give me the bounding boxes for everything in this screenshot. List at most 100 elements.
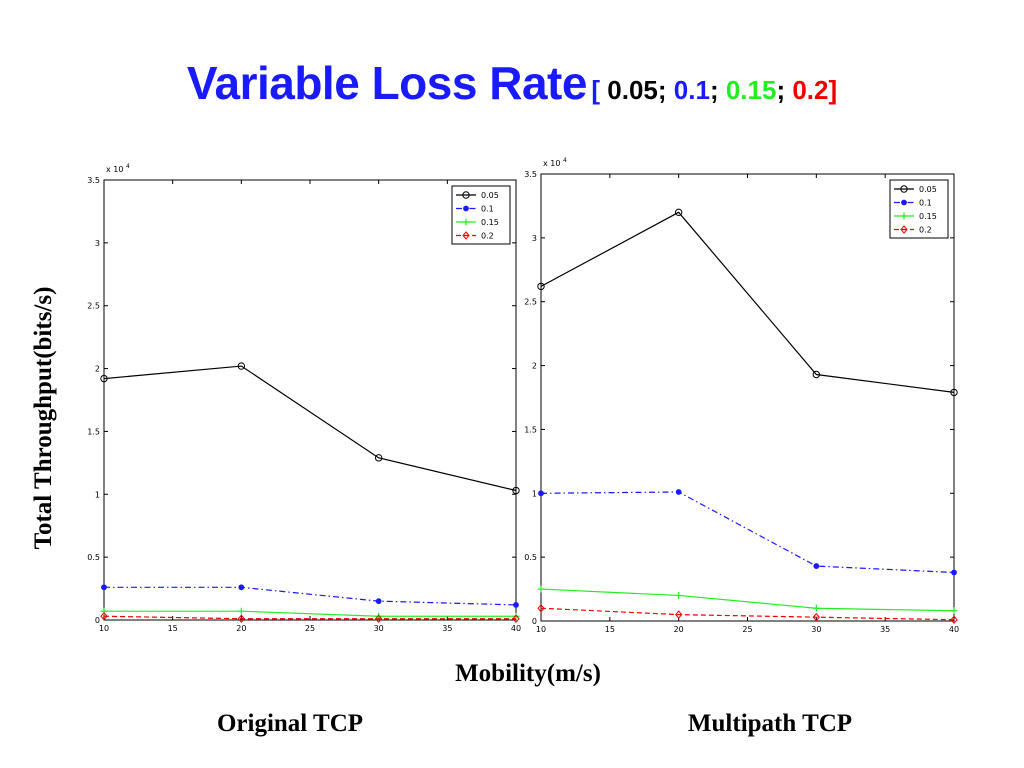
- y-tick-label: 2.5: [87, 302, 100, 311]
- y-axis-label: Total Throughput(bits/s): [30, 286, 57, 550]
- legend-label: 0.2: [481, 232, 494, 241]
- data-point-0-1: [538, 490, 544, 497]
- legend-label: 0.2: [919, 226, 932, 235]
- x-tick-label: 15: [168, 624, 178, 633]
- chart-multipath-tcp: 0 0.5 1 1.5 2 2.5 3 3.5 10 15 20 25 30 35 40 x 10 4 0.05 0…: [524, 157, 959, 634]
- legend-marker-0-1: [901, 199, 907, 206]
- data-point-0-1: [513, 602, 519, 608]
- legend-marker-0-2: [900, 225, 908, 234]
- data-point-0-1: [675, 489, 682, 495]
- x-tick-label: 20: [674, 625, 684, 634]
- data-point-0-15: [812, 604, 820, 612]
- title-value-01: 0.1: [673, 75, 710, 105]
- series-line-0-15: [540, 588, 955, 612]
- x-tick-label: 35: [442, 624, 452, 633]
- data-point-0-1: [951, 569, 957, 576]
- data-point-0-1: [101, 584, 107, 591]
- legend-marker-0-05: [900, 185, 908, 193]
- y-tick-label: 0.5: [87, 553, 100, 562]
- legend-label: 0.05: [919, 185, 937, 194]
- x-tick-label: 40: [949, 625, 959, 634]
- legend-box: [451, 185, 511, 245]
- data-point-0-05: [950, 388, 958, 397]
- y-tick-label: 1: [532, 489, 537, 498]
- y-tick-label: 2: [95, 365, 100, 374]
- series-line-0-1: [104, 586, 517, 606]
- legend-marker-0-15: [462, 218, 470, 226]
- x-tick-label: 40: [511, 624, 521, 633]
- y-tick-label: 1.5: [87, 427, 100, 436]
- series-line-0-2: [103, 615, 516, 620]
- caption-multipath-tcp: Multipath TCP: [687, 710, 853, 737]
- title-loss-values: [ 0.05; 0.1; 0.15; 0.2]: [591, 75, 837, 105]
- title-separator: ;: [709, 75, 726, 105]
- x-tick-label: 25: [742, 625, 752, 634]
- title-bracket-close: ]: [828, 75, 838, 105]
- y-tick-label: 3: [532, 234, 537, 243]
- title-separator: ;: [776, 75, 793, 105]
- data-point-0-2: [512, 614, 520, 624]
- data-point-0-15: [237, 607, 245, 615]
- legend-label: 0.1: [919, 199, 932, 208]
- data-point-0-05: [812, 370, 821, 379]
- data-point-0-2: [537, 603, 545, 613]
- data-point-0-2: [950, 615, 958, 624]
- x-tick-label: 10: [99, 624, 109, 633]
- slide-title: Variable Loss Rate [ 0.05; 0.1; 0.15; 0.…: [0, 56, 1024, 110]
- data-point-0-2: [100, 611, 108, 621]
- series-line-0-15: [104, 610, 516, 617]
- data-point-0-2: [375, 614, 383, 624]
- plot-area: [103, 179, 517, 621]
- data-point-0-2: [675, 610, 683, 619]
- data-point-0-15: [950, 607, 958, 615]
- caption-original-tcp: Original TCP: [216, 710, 364, 737]
- legend-label: 0.05: [481, 191, 499, 200]
- y-exponent-power: 4: [563, 157, 567, 164]
- x-tick-label: 15: [605, 625, 615, 634]
- data-point-0-1: [375, 598, 382, 605]
- title-value-015: 0.15: [725, 75, 777, 105]
- y-exponent-label: x 10: [106, 165, 123, 174]
- legend-marker-0-1: [463, 205, 469, 212]
- legend-label: 0.15: [481, 218, 499, 227]
- legend-marker-0-2: [462, 231, 470, 240]
- plot-area: [540, 173, 955, 622]
- x-tick-label: 20: [236, 624, 246, 633]
- y-exponent-power: 4: [126, 163, 130, 170]
- title-separator: ;: [657, 75, 674, 105]
- y-tick-label: 0: [95, 616, 100, 625]
- data-point-0-15: [675, 591, 683, 599]
- y-tick-label: 3.5: [87, 176, 100, 185]
- chart-original-tcp: 0 0.5 1 1.5 2 2.5 3 3.5 10 15 20 25 30 35 40 x 10 4 0.05 0…: [87, 163, 521, 633]
- y-tick-label: 0: [532, 617, 537, 626]
- y-tick-label: 1.5: [524, 425, 537, 434]
- title-main: Variable Loss Rate: [186, 57, 588, 109]
- data-point-0-2: [237, 614, 245, 624]
- y-tick-label: 3: [95, 239, 100, 248]
- y-exponent-label: x 10: [543, 159, 560, 168]
- series-line-0-1: [540, 491, 955, 574]
- data-point-0-05: [100, 374, 108, 383]
- data-point-0-05: [674, 208, 683, 217]
- series-line-0-2: [540, 607, 955, 621]
- x-tick-label: 10: [536, 625, 546, 634]
- y-tick-label: 2.5: [524, 298, 537, 307]
- data-point-0-15: [537, 585, 545, 593]
- legend-box: [889, 179, 949, 239]
- data-point-0-05: [374, 454, 383, 462]
- y-tick-label: 2: [532, 362, 537, 371]
- data-point-0-05: [237, 362, 246, 370]
- legend-marker-0-05: [462, 191, 470, 199]
- legend-marker-0-15: [900, 212, 908, 220]
- y-tick-label: 3.5: [524, 170, 537, 179]
- title-value-02: 0.2: [792, 75, 829, 105]
- y-tick-label: 0.5: [524, 553, 537, 562]
- data-point-0-15: [100, 607, 108, 615]
- data-point-0-05: [512, 486, 520, 495]
- x-tick-label: 35: [880, 625, 890, 634]
- legend-label: 0.15: [919, 212, 937, 221]
- series-line-0-05: [103, 365, 517, 492]
- x-tick-label: 30: [811, 625, 821, 634]
- y-tick-label: 1: [95, 490, 100, 499]
- title-value-005: 0.05: [607, 75, 658, 105]
